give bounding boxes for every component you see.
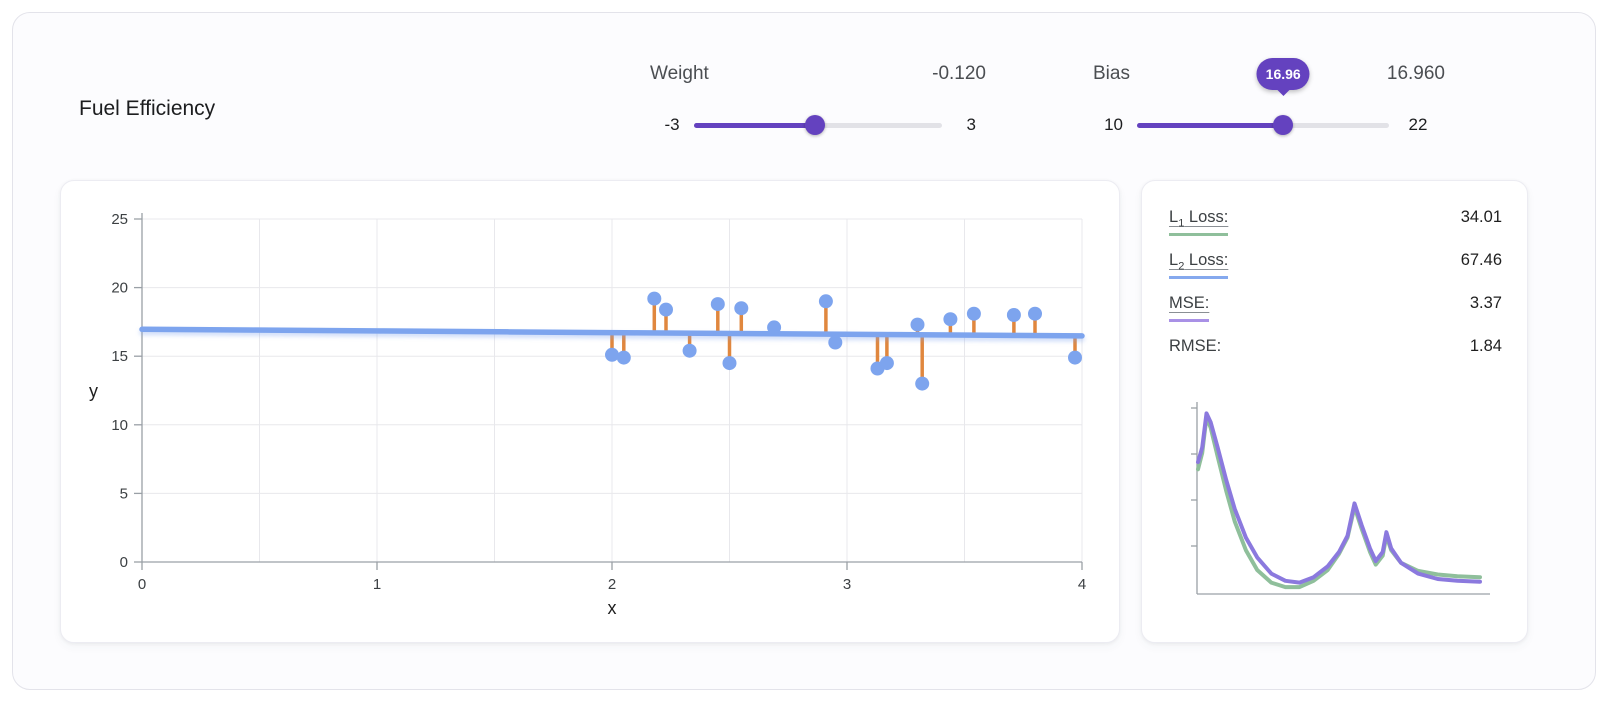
bias-value: 16.960: [1386, 63, 1445, 84]
l2-subscript: 2: [1178, 260, 1185, 273]
y-tick-label: 20: [111, 280, 128, 297]
regression-chart-card: 0 5 10 15 20 25 0 1 2 3 4 y x: [60, 180, 1120, 643]
y-tick-label: 15: [111, 348, 128, 365]
weight-max-label: 3: [966, 115, 976, 134]
data-point: [1006, 308, 1021, 322]
L1-loss-curve: [1196, 415, 1482, 590]
weight-control: Weight -0.120 -3 3: [650, 63, 986, 135]
regression-chart: 0 5 10 15 20 25 0 1 2 3 4 y x: [89, 211, 1086, 618]
mse-label: MSE:: [1169, 294, 1210, 323]
weight-value: -0.120: [932, 63, 986, 84]
y-tick-label: 5: [120, 485, 128, 502]
x-tick-label: 0: [138, 576, 146, 593]
data-point: [722, 356, 737, 371]
x-axis-title: x: [608, 598, 617, 618]
weight-slider-fill: [693, 123, 815, 128]
loss-curve-chart: [1191, 402, 1490, 595]
model-line: [139, 326, 1085, 339]
bias-control: Bias 16.960 10 16.96 22: [1093, 58, 1445, 135]
MSE-loss-curve: [1196, 411, 1482, 585]
bias-slider-thumb[interactable]: [1273, 115, 1294, 135]
data-point: [910, 317, 925, 332]
weight-label: Weight: [650, 63, 709, 84]
data-point: [943, 312, 958, 327]
mse-row: MSE: 3.37: [1169, 294, 1502, 337]
data-point: [879, 356, 894, 371]
bias-label: Bias: [1093, 63, 1130, 84]
page-title: Fuel Efficiency: [79, 97, 216, 120]
l2-loss-row: L2 Loss: 67.46: [1169, 251, 1502, 294]
bias-slider-row: 10 16.96 22: [1093, 58, 1445, 135]
l1-loss-value: 34.01: [1460, 208, 1502, 226]
y-axis-title: y: [89, 381, 98, 401]
weight-min-label: -3: [664, 115, 680, 134]
x-tick-label: 2: [608, 576, 616, 593]
data-point: [767, 320, 782, 335]
bias-slider-fill: [1137, 123, 1284, 128]
mse-value: 3.37: [1469, 294, 1502, 312]
l1-loss-label: L1 Loss:: [1169, 208, 1229, 237]
y-tick-label: 25: [111, 211, 128, 228]
data-point: [966, 306, 981, 321]
data-point: [710, 297, 725, 312]
bias-min-label: 10: [1104, 115, 1123, 134]
l2-loss-label: L2 Loss:: [1169, 251, 1229, 280]
weight-slider[interactable]: [693, 115, 943, 135]
rmse-label: RMSE:: [1169, 337, 1222, 355]
data-point: [616, 350, 631, 365]
l1-subscript: 1: [1178, 217, 1185, 230]
data-point: [659, 302, 673, 317]
data-point: [734, 301, 749, 316]
weight-header: Weight -0.120: [650, 63, 986, 87]
data-point: [682, 343, 697, 358]
weight-slider-thumb[interactable]: [804, 115, 825, 135]
data-point: [915, 376, 930, 391]
data-point: [1068, 350, 1082, 365]
loss-metrics: L1 Loss: 34.01 L2 Loss: 67.46 MSE: 3.37 …: [1169, 208, 1502, 380]
l1-loss-row: L1 Loss: 34.01: [1169, 208, 1502, 251]
rmse-value: 1.84: [1469, 337, 1502, 355]
x-tick-label: 3: [843, 576, 851, 593]
x-tick-label: 4: [1078, 576, 1086, 593]
y-tick-label: 10: [111, 417, 128, 434]
app-container: Fuel Efficiency Weight -0.120 -3 3 Bias …: [12, 12, 1596, 690]
bias-slider[interactable]: 16.96: [1137, 58, 1389, 135]
data-point: [605, 347, 619, 362]
bias-tooltip-text: 16.96: [1265, 66, 1301, 82]
loss-panel: L1 Loss: 34.01 L2 Loss: 67.46 MSE: 3.37 …: [1141, 180, 1528, 643]
bias-value-tooltip: 16.96: [1256, 58, 1310, 96]
weight-slider-row: -3 3: [650, 115, 986, 135]
y-tick-label: 0: [120, 554, 128, 571]
data-point: [647, 291, 662, 306]
tooltip-arrow-icon: [1276, 89, 1291, 96]
x-tick-label: 1: [373, 576, 381, 593]
bias-header: Bias 16.960: [1093, 63, 1445, 87]
data-point: [818, 294, 833, 309]
data-point: [828, 335, 843, 350]
l2-loss-value: 67.46: [1460, 251, 1502, 269]
bias-max-label: 22: [1408, 115, 1428, 134]
data-point: [1028, 306, 1042, 321]
rmse-row: RMSE: 1.84: [1169, 337, 1502, 380]
